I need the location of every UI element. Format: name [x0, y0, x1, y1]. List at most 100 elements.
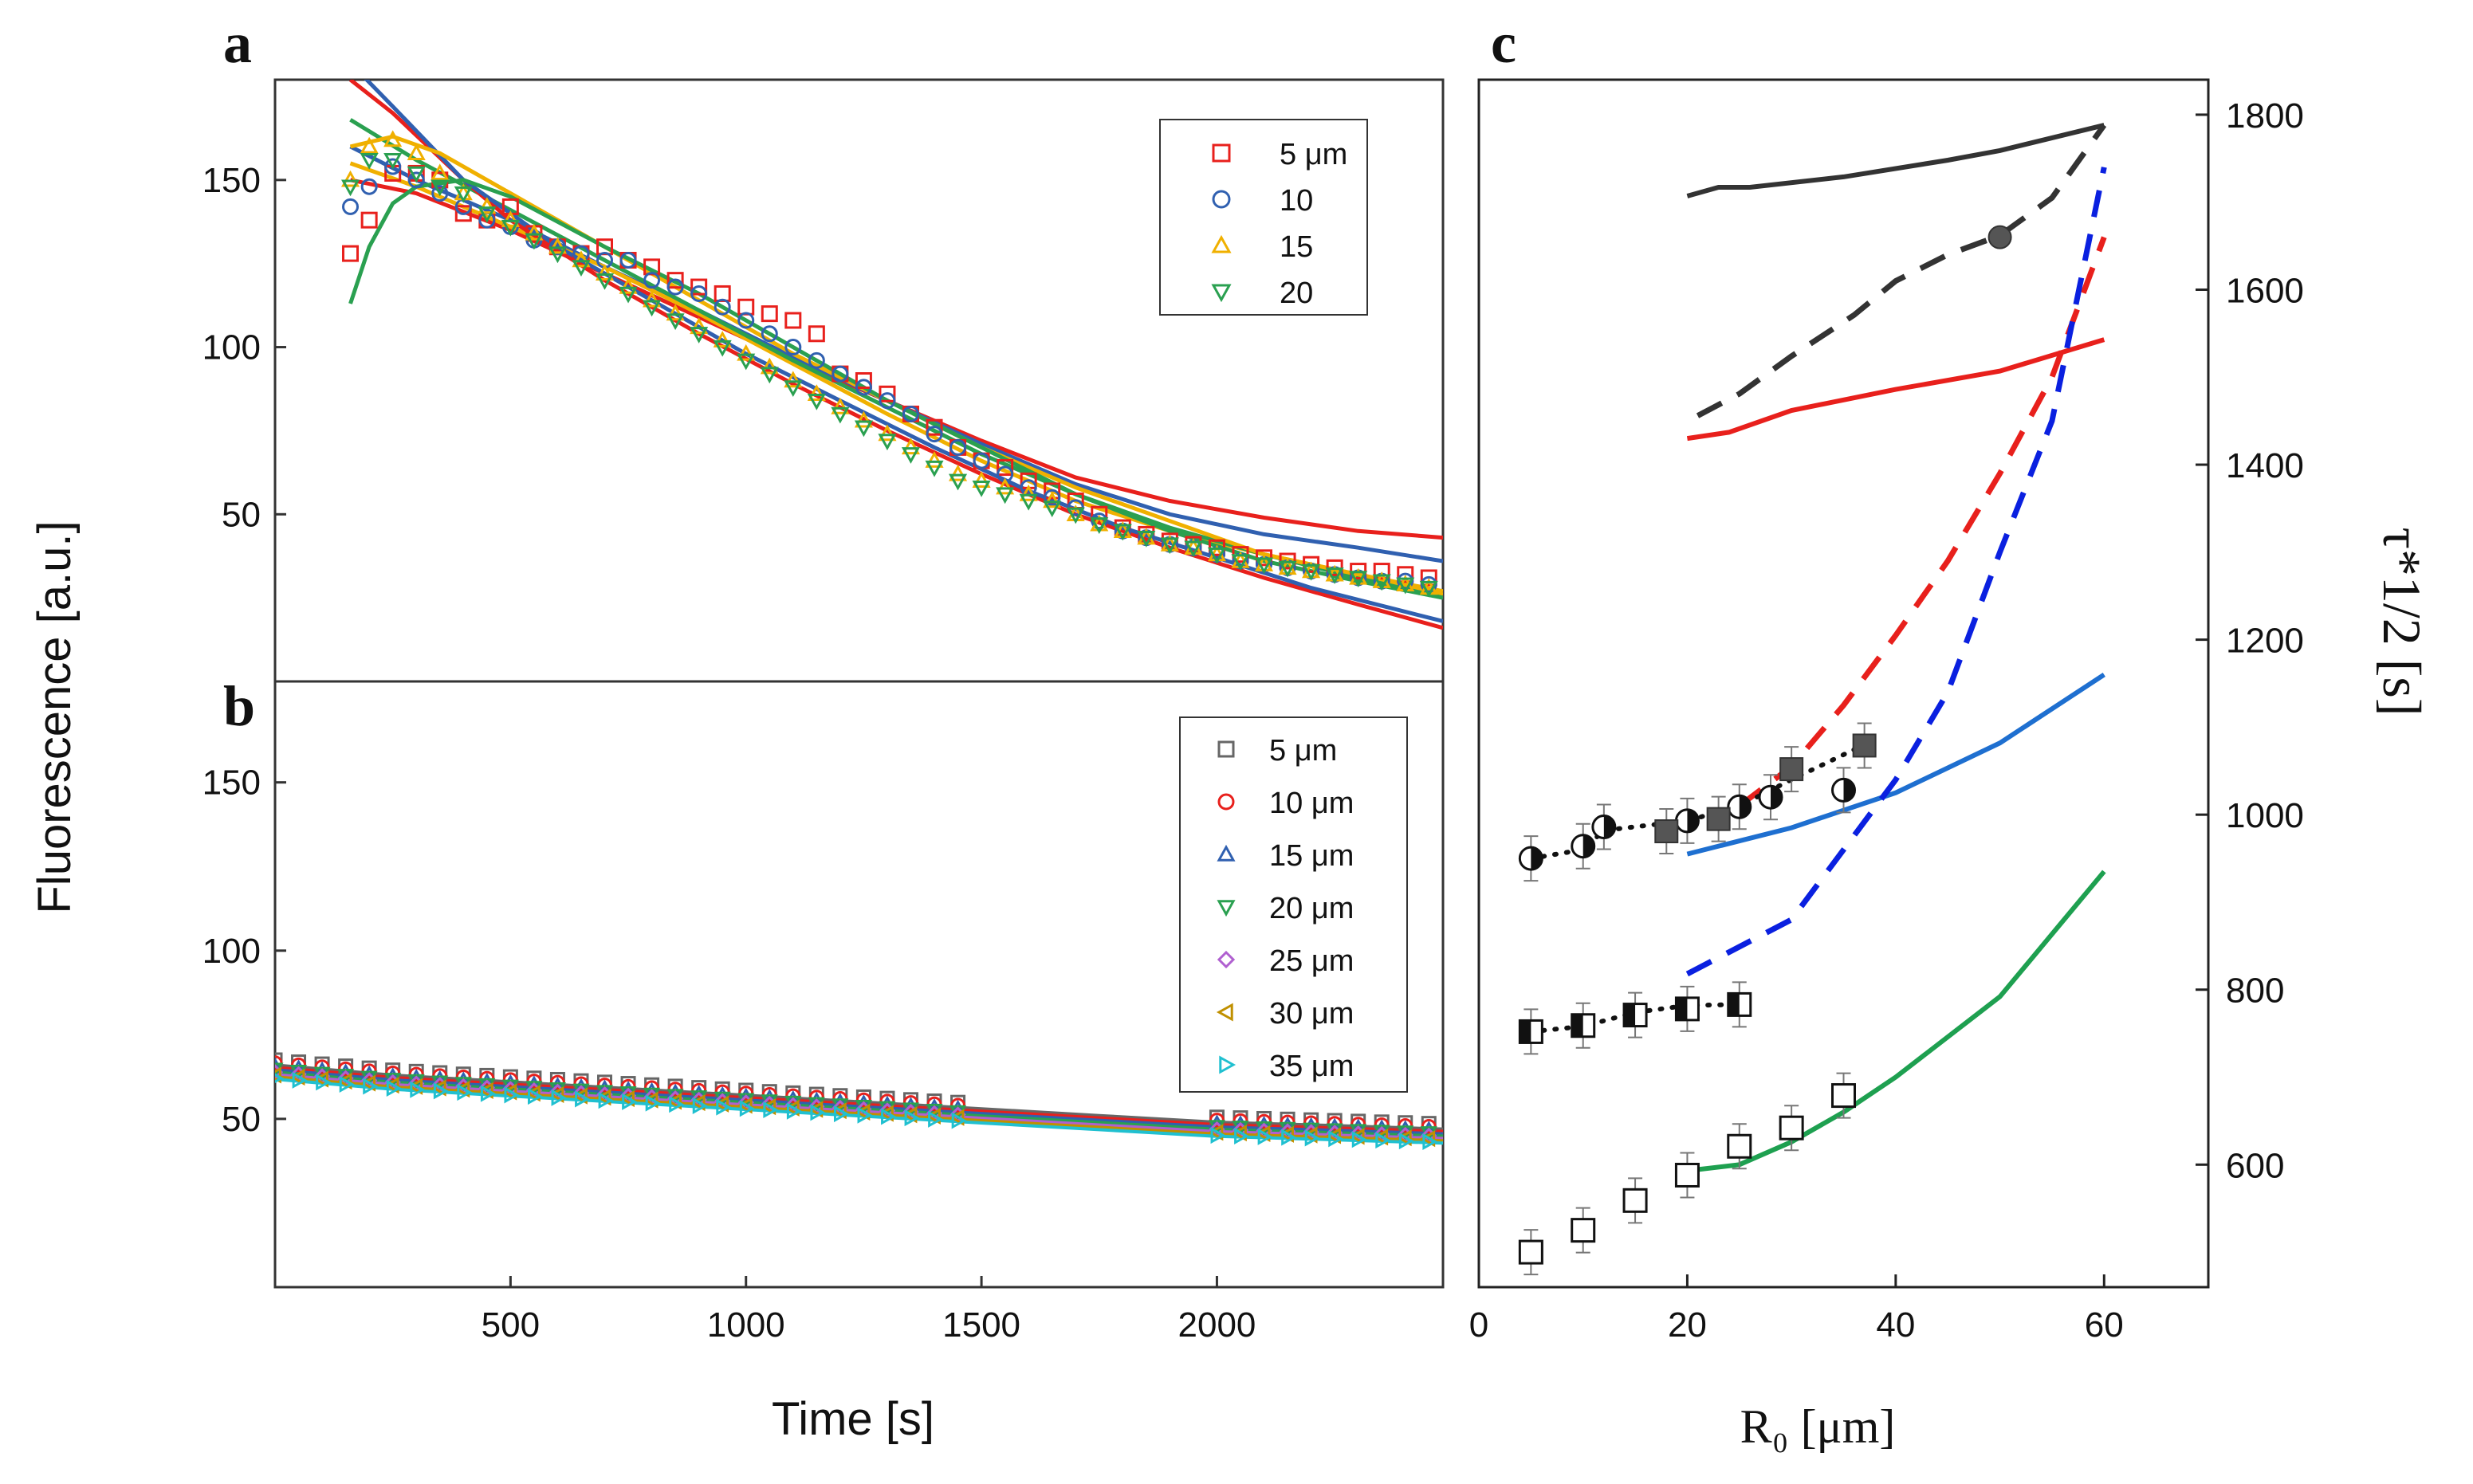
x-tick-label: 500 — [482, 1305, 540, 1345]
data-point — [807, 393, 826, 410]
data-point — [342, 245, 360, 262]
y-tick-label: 1000 — [2226, 796, 2304, 835]
data-point — [1375, 1132, 1391, 1149]
legend-label: 20 μm — [1269, 892, 1354, 925]
data-point — [1231, 1125, 1247, 1142]
y-tick-label: 150 — [202, 764, 261, 803]
data-point — [972, 481, 991, 497]
data-point — [1231, 554, 1250, 571]
data-point — [501, 1083, 517, 1101]
data-point — [904, 1109, 920, 1127]
data-point — [716, 1098, 732, 1116]
data-point — [1302, 563, 1321, 581]
y-tick-label: 1600 — [2226, 271, 2304, 310]
data-point — [342, 198, 360, 215]
data-point — [572, 250, 591, 268]
data-point — [407, 1078, 423, 1095]
line-blue-dashed — [1685, 167, 2107, 977]
panel-label-b: b — [223, 674, 255, 738]
data-point — [855, 372, 872, 389]
panel-label-a: a — [223, 11, 252, 75]
data-point — [881, 1108, 897, 1125]
panel-label-c: c — [1491, 11, 1516, 75]
data-point — [527, 1088, 543, 1105]
data-point — [598, 1092, 614, 1109]
line-red-dashed — [1737, 236, 2107, 808]
data-point — [810, 1104, 826, 1121]
data-point — [1372, 574, 1391, 591]
data-point — [1210, 1127, 1226, 1144]
data-point-half-square — [1727, 991, 1752, 1017]
data-point — [360, 211, 378, 229]
data-point — [1278, 1125, 1294, 1143]
data-point — [690, 285, 708, 302]
data-point — [714, 1095, 729, 1113]
x-tick-label: 20 — [1668, 1305, 1707, 1345]
data-point — [1278, 560, 1297, 578]
data-point-filled-square — [1654, 819, 1679, 844]
data-point — [360, 136, 379, 154]
data-point — [548, 237, 567, 254]
data-point — [1019, 493, 1038, 511]
data-point — [1349, 1128, 1365, 1145]
legend-label: 30 μm — [1269, 997, 1354, 1031]
data-point — [1420, 569, 1437, 587]
y-tick-label: 150 — [202, 161, 261, 200]
data-point-half-circle — [1518, 846, 1543, 871]
data-point — [1234, 1127, 1250, 1144]
panel-a: 50 100 150 5 μm 10 15 20 — [202, 78, 1445, 683]
data-point — [1396, 577, 1415, 595]
data-point — [831, 406, 850, 424]
data-point — [1328, 1130, 1344, 1148]
data-point — [808, 325, 825, 343]
data-point — [1351, 1131, 1367, 1148]
data-point — [501, 210, 520, 227]
data-point — [949, 464, 968, 481]
line-green-solid — [1687, 870, 2106, 1173]
data-point — [548, 1086, 564, 1104]
data-point — [996, 477, 1015, 495]
data-point-half-circle — [1591, 815, 1617, 840]
data-point — [761, 1098, 776, 1116]
data-point — [407, 171, 425, 189]
data-point-half-circle — [1727, 794, 1752, 819]
legend-label: 10 — [1280, 184, 1313, 218]
data-point — [763, 1101, 779, 1119]
data-point — [925, 1107, 941, 1125]
legend-marker — [1219, 1055, 1236, 1074]
data-point — [407, 143, 426, 160]
x-axis-label-time: Time [s] — [772, 1393, 934, 1445]
data-point — [690, 278, 708, 296]
data-point — [595, 273, 615, 290]
data-point-half-square — [1674, 996, 1700, 1022]
x-tick-label: 40 — [1876, 1305, 1915, 1345]
data-point — [1137, 530, 1156, 548]
data-point — [737, 1097, 753, 1114]
data-point — [690, 1094, 706, 1112]
data-point-open-square — [1622, 1188, 1648, 1213]
data-point-open-square — [1831, 1083, 1856, 1109]
data-point-open-square — [1727, 1133, 1752, 1159]
data-point — [1349, 571, 1368, 588]
data-point — [1325, 567, 1344, 584]
data-point — [807, 384, 826, 401]
data-point — [1397, 566, 1414, 583]
data-point — [928, 1110, 944, 1128]
data-point — [595, 264, 615, 281]
data-point — [383, 152, 403, 170]
legend-a: 5 μm 10 15 20 — [1159, 119, 1368, 316]
data-point-filled-square — [1779, 757, 1804, 782]
data-point — [1113, 524, 1132, 541]
data-point — [622, 1093, 638, 1110]
data-point — [575, 1090, 591, 1108]
data-point — [808, 1101, 824, 1118]
data-point — [1326, 1127, 1342, 1144]
data-point — [666, 278, 684, 296]
data-point-half-circle — [1831, 777, 1856, 803]
data-point — [784, 380, 803, 397]
data-point — [275, 1066, 281, 1084]
data-point — [878, 424, 897, 442]
legend-label: 15 μm — [1269, 839, 1354, 873]
legend-label: 20 — [1280, 277, 1313, 310]
data-point — [739, 1100, 755, 1117]
